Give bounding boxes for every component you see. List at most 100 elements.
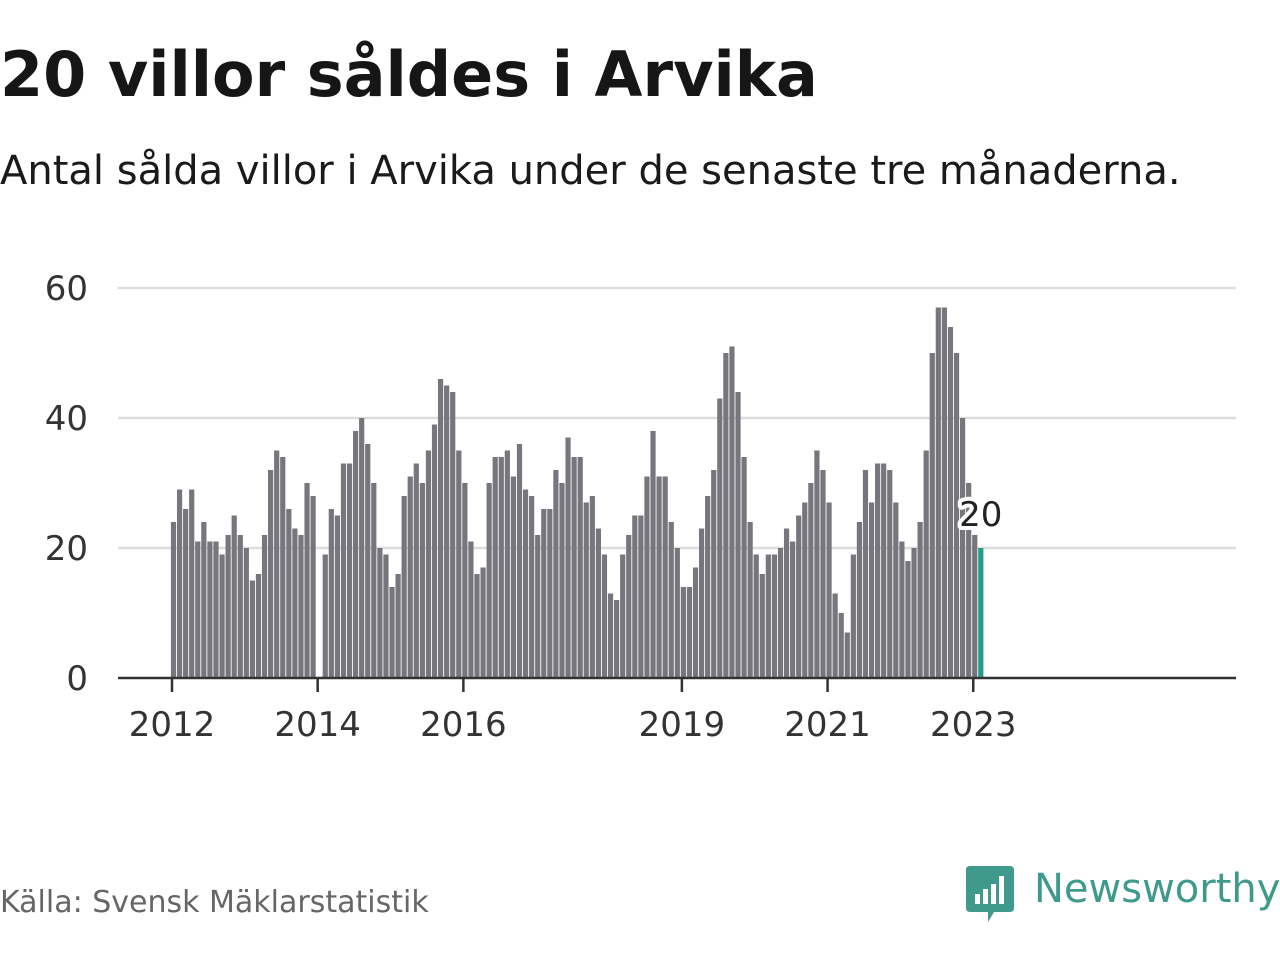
y-tick-label: 40	[45, 399, 88, 439]
bar	[923, 450, 929, 678]
bar	[656, 476, 662, 678]
bar	[802, 502, 808, 678]
bar	[626, 535, 632, 678]
bar	[516, 444, 523, 678]
bar	[371, 483, 377, 678]
y-tick-label: 20	[45, 529, 88, 569]
bar	[650, 431, 656, 678]
bar	[717, 398, 723, 678]
bar	[953, 353, 960, 678]
bar	[419, 483, 425, 678]
bar	[280, 457, 286, 678]
bar	[711, 470, 717, 678]
bar	[680, 587, 686, 678]
bar	[243, 548, 249, 678]
bar	[899, 541, 905, 678]
bar	[255, 574, 262, 678]
bar	[692, 567, 699, 678]
bar-highlight	[978, 548, 984, 678]
bar	[723, 353, 729, 678]
y-tick-label: 0	[66, 659, 88, 699]
bar	[176, 489, 183, 678]
bar	[274, 450, 280, 678]
bar	[383, 554, 389, 678]
bar	[935, 307, 941, 678]
bar	[674, 548, 680, 678]
x-tick-label: 2019	[639, 705, 726, 745]
bar	[668, 522, 674, 678]
bar	[480, 567, 486, 678]
bar	[698, 528, 705, 678]
bar	[960, 418, 966, 678]
bar	[474, 574, 480, 678]
highlight-value-label: 20	[959, 495, 1002, 535]
bar	[601, 554, 608, 678]
y-tick-label: 60	[45, 269, 88, 309]
bar	[389, 587, 395, 678]
bar	[401, 496, 407, 678]
x-axis: 2012 2014 2016 2019 2021 2023	[118, 676, 1236, 745]
bar	[929, 353, 935, 678]
bar	[741, 457, 747, 678]
bar	[492, 457, 498, 678]
bar	[450, 392, 456, 678]
bar	[170, 522, 177, 678]
chart-title: 20 villor såldes i Arvika	[0, 38, 818, 111]
bar	[365, 444, 371, 678]
bar	[340, 463, 347, 678]
bar	[444, 385, 450, 678]
bar	[225, 535, 231, 678]
bar	[747, 522, 753, 678]
bar	[462, 483, 468, 678]
bar	[662, 476, 668, 678]
chart-subtitle: Antal sålda villor i Arvika under de sen…	[0, 148, 1181, 194]
bar	[729, 346, 735, 678]
bar	[595, 528, 601, 678]
bar	[856, 522, 863, 678]
bar	[966, 483, 972, 678]
bar	[571, 457, 577, 678]
bar	[644, 476, 650, 678]
bar	[972, 535, 978, 678]
bar	[183, 509, 189, 678]
bar	[310, 496, 316, 678]
bar	[826, 502, 832, 678]
bar	[541, 509, 547, 678]
bar	[553, 470, 559, 678]
bar	[838, 613, 844, 678]
bar	[322, 554, 328, 678]
bar	[486, 483, 492, 678]
bar	[893, 502, 899, 678]
bar	[862, 470, 869, 678]
bar	[292, 528, 298, 678]
bar-chart: 0 20 40 60 2012 2014 2016 2019 2021 2023 20	[45, 269, 1236, 745]
chart-speech-bubble-icon	[966, 866, 1014, 922]
bar	[735, 392, 741, 678]
bar	[790, 541, 796, 678]
x-tick-label: 2023	[930, 705, 1017, 745]
bar	[529, 496, 535, 678]
brand-logo[interactable]: Newsworthy	[962, 862, 1280, 926]
bar	[820, 470, 826, 678]
bar	[875, 463, 881, 678]
bar	[814, 450, 820, 678]
bar	[304, 483, 310, 678]
bar	[777, 548, 784, 678]
bar	[911, 548, 917, 678]
bar	[905, 561, 911, 678]
bar	[547, 509, 553, 678]
bar	[783, 528, 790, 678]
x-tick-label: 2012	[129, 705, 216, 745]
bar	[195, 541, 201, 678]
bar	[881, 463, 887, 678]
bar	[796, 515, 802, 678]
bar	[565, 437, 571, 678]
bar	[686, 587, 693, 678]
bar	[395, 574, 401, 678]
bar	[638, 515, 644, 678]
bar	[237, 535, 243, 678]
bar	[832, 593, 838, 678]
bar	[887, 470, 893, 678]
bar	[844, 632, 850, 678]
bar	[522, 489, 529, 678]
